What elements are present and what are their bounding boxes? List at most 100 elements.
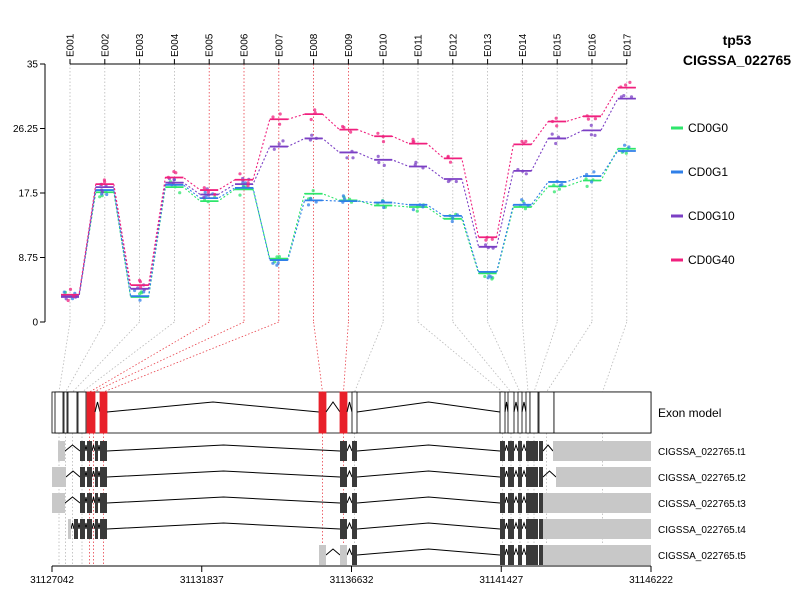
model-exon-e013 bbox=[517, 391, 523, 434]
transcript-intron bbox=[356, 444, 501, 452]
transcript-exon bbox=[508, 441, 514, 461]
transcript-intron bbox=[513, 443, 519, 452]
transcript-intron bbox=[77, 522, 81, 530]
sample-point-cd0g10 bbox=[351, 156, 355, 160]
sample-point-cd0g40 bbox=[342, 125, 346, 130]
exon-connector-line bbox=[487, 321, 521, 393]
sample-point-cd0g10 bbox=[414, 160, 418, 164]
transcript-exon bbox=[526, 545, 530, 565]
transcript-intron bbox=[521, 495, 527, 504]
exon-label-e014: E014 bbox=[518, 33, 529, 57]
model-intron bbox=[521, 401, 527, 413]
transcript-exon bbox=[508, 545, 514, 565]
exon-label-e002: E002 bbox=[100, 33, 111, 57]
transcript-exon bbox=[556, 467, 651, 487]
sample-point-cd0g0 bbox=[98, 195, 102, 199]
sample-point-cd0g1 bbox=[450, 219, 454, 224]
model-intron bbox=[513, 401, 519, 413]
exon-connector-line bbox=[602, 321, 628, 393]
exon-connector-line bbox=[452, 321, 512, 393]
exon-connector-line bbox=[65, 321, 106, 393]
sample-point-cd0g40 bbox=[624, 83, 628, 87]
transcript-intron bbox=[91, 470, 96, 478]
sample-point-cd0g10 bbox=[484, 243, 488, 247]
model-intron bbox=[94, 401, 101, 413]
exon-label-e005: E005 bbox=[205, 33, 216, 57]
transcript-label: CIGSSA_022765.t4 bbox=[658, 525, 746, 536]
model-exon-e001 bbox=[54, 391, 64, 434]
sample-point-cd0g1 bbox=[341, 194, 345, 198]
model-exon-e011 bbox=[499, 391, 506, 434]
gene-model: Exon model CIGSSA_022765.t1 CIGSSA_022765.… bbox=[51, 391, 746, 565]
transcript-exon bbox=[95, 467, 98, 487]
exon-label-e013: E013 bbox=[483, 33, 494, 57]
model-exon-e010 bbox=[351, 391, 358, 434]
sample-point-cd0g10 bbox=[281, 139, 285, 143]
sample-point-cd0g40 bbox=[349, 130, 353, 134]
transcript-intron bbox=[521, 521, 527, 530]
sample-point-cd0g40 bbox=[376, 131, 380, 135]
transcript-intron bbox=[346, 521, 353, 530]
transcript-label: CIGSSA_022765.t2 bbox=[658, 473, 746, 484]
sample-point-cd0g40 bbox=[484, 238, 488, 242]
y-tick-label: 8.75 bbox=[19, 253, 39, 264]
transcript-exon bbox=[543, 493, 651, 513]
sample-point-cd0g10 bbox=[277, 142, 281, 146]
sample-point-cd0g40 bbox=[309, 117, 313, 122]
sample-point-cd0g1 bbox=[105, 192, 109, 197]
series-line-cd0g1 bbox=[61, 150, 636, 297]
transcript-intron bbox=[346, 443, 353, 452]
transcript-intron bbox=[97, 496, 101, 504]
sample-point-cd0g40 bbox=[278, 122, 282, 126]
sample-point-cd0g40 bbox=[628, 80, 632, 84]
exon-connector-line bbox=[89, 321, 210, 393]
transcript-exon bbox=[95, 493, 98, 513]
model-exon-e016 bbox=[538, 391, 555, 434]
transcript-intron bbox=[542, 444, 554, 452]
model-intron bbox=[106, 401, 320, 413]
transcript-intron bbox=[325, 548, 341, 556]
transcript-intron bbox=[356, 548, 501, 556]
model-exon-e005 bbox=[86, 391, 93, 434]
transcript-exon bbox=[68, 519, 71, 539]
transcript-exon bbox=[80, 441, 85, 461]
sample-point-cd0g10 bbox=[622, 94, 626, 98]
transcript-intron bbox=[64, 444, 81, 452]
transcript-exon bbox=[80, 493, 85, 513]
transcript-exon bbox=[319, 545, 326, 565]
transcript-exon bbox=[352, 441, 357, 461]
legend: CD0G0 CD0G1 CD0G10 CD0G40 bbox=[671, 121, 735, 267]
exon-connector-line bbox=[343, 321, 349, 393]
sample-point-cd0g10 bbox=[310, 133, 314, 137]
model-exon-e017 bbox=[553, 391, 652, 434]
sample-point-cd0g10 bbox=[100, 190, 105, 194]
sample-point-cd0g1 bbox=[343, 197, 347, 201]
sample-point-cd0g0 bbox=[552, 190, 557, 194]
transcript-intron bbox=[513, 521, 519, 530]
transcript-exon bbox=[518, 545, 522, 565]
sample-point-cd0g10 bbox=[376, 154, 380, 158]
sample-point-cd0g40 bbox=[412, 140, 416, 144]
sample-point-cd0g40 bbox=[139, 285, 143, 289]
transcript-exon bbox=[58, 441, 65, 461]
sample-point-cd0g0 bbox=[624, 151, 628, 155]
transcript-exon bbox=[508, 467, 514, 487]
exon-connector-line bbox=[93, 321, 245, 393]
sample-point-cd0g0 bbox=[415, 209, 419, 213]
model-exon-e009 bbox=[339, 391, 348, 434]
transcript-exon bbox=[340, 441, 347, 461]
sample-point-cd0g10 bbox=[524, 172, 528, 176]
transcript-exon bbox=[539, 493, 543, 513]
model-exon-e003 bbox=[67, 391, 78, 434]
exon-connector-line bbox=[354, 321, 384, 393]
transcript-label: CIGSSA_022765.t1 bbox=[658, 447, 746, 458]
sample-point-cd0g0 bbox=[238, 193, 242, 197]
sample-point-cd0g1 bbox=[411, 208, 415, 212]
exon-label-e011: E011 bbox=[414, 34, 425, 57]
genomic-tick-label: 31131837 bbox=[180, 575, 224, 586]
model-exon-e002 bbox=[63, 391, 68, 434]
exon-connector-line bbox=[81, 321, 175, 393]
transcript-exon bbox=[352, 493, 357, 513]
sample-point-cd0g1 bbox=[487, 274, 491, 278]
